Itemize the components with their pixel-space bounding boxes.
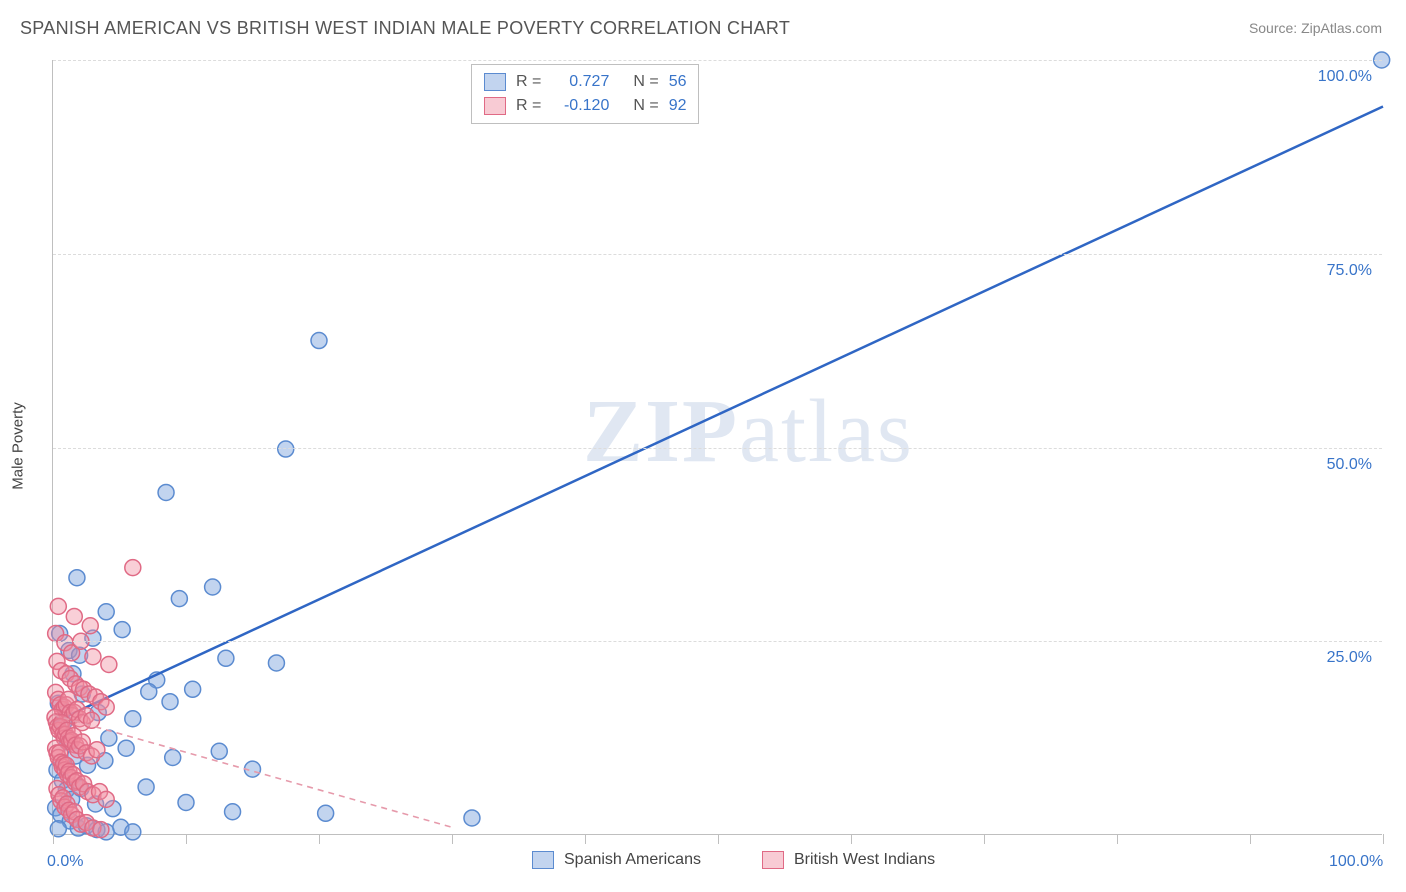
- stats-legend: R = 0.727 N = 56 R = -0.120 N = 92: [471, 64, 699, 124]
- data-point: [98, 699, 114, 715]
- x-tick: [585, 834, 586, 844]
- data-point: [125, 560, 141, 576]
- x-tick: [53, 834, 54, 844]
- series-legend-item: British West Indians: [762, 851, 935, 869]
- data-point: [84, 712, 100, 728]
- data-point: [101, 730, 117, 746]
- data-point: [89, 742, 105, 758]
- data-point: [98, 791, 114, 807]
- n-label: N =: [633, 70, 658, 94]
- x-tick: [452, 834, 453, 844]
- data-point: [141, 684, 157, 700]
- x-tick: [186, 834, 187, 844]
- data-point: [93, 822, 109, 838]
- data-point: [101, 657, 117, 673]
- x-tick-label: 0.0%: [47, 853, 83, 871]
- stats-legend-row: R = 0.727 N = 56: [484, 70, 686, 94]
- legend-swatch: [762, 851, 784, 869]
- data-point: [138, 779, 154, 795]
- y-tick-label: 75.0%: [1327, 262, 1372, 280]
- r-value: 0.727: [551, 70, 609, 94]
- gridline: [53, 60, 1382, 61]
- data-point: [171, 591, 187, 607]
- x-tick: [851, 834, 852, 844]
- x-tick: [1117, 834, 1118, 844]
- data-point: [118, 740, 134, 756]
- gridline: [53, 641, 1382, 642]
- series-legend-label: British West Indians: [794, 851, 935, 869]
- data-point: [162, 694, 178, 710]
- legend-swatch: [484, 73, 506, 91]
- data-point: [69, 570, 85, 586]
- plot-area: ZIPatlas R =0.727N =56R =-0.120N =92 25.…: [52, 60, 1382, 835]
- n-value: 56: [669, 70, 687, 94]
- x-tick: [319, 834, 320, 844]
- legend-swatch: [532, 851, 554, 869]
- data-point: [158, 484, 174, 500]
- x-tick-label: 100.0%: [1329, 853, 1383, 871]
- data-point: [82, 618, 98, 634]
- data-point: [125, 711, 141, 727]
- data-point: [178, 794, 194, 810]
- y-axis-label: Male Poverty: [10, 402, 27, 490]
- y-tick-label: 25.0%: [1327, 649, 1372, 667]
- data-point: [185, 681, 201, 697]
- data-point: [50, 598, 66, 614]
- stats-legend-row: R = -0.120 N = 92: [484, 94, 686, 118]
- n-label: N =: [633, 94, 658, 118]
- data-point: [165, 750, 181, 766]
- data-point: [268, 655, 284, 671]
- r-label: R =: [516, 94, 541, 118]
- n-value: 92: [669, 94, 687, 118]
- data-point: [311, 333, 327, 349]
- data-point: [125, 824, 141, 840]
- data-point: [225, 804, 241, 820]
- chart-title: SPANISH AMERICAN VS BRITISH WEST INDIAN …: [20, 18, 790, 39]
- series-legend-label: Spanish Americans: [564, 851, 701, 869]
- gridline: [53, 448, 1382, 449]
- data-point: [205, 579, 221, 595]
- data-point: [114, 622, 130, 638]
- data-point: [98, 604, 114, 620]
- r-label: R =: [516, 70, 541, 94]
- x-tick: [1250, 834, 1251, 844]
- regression-line: [53, 107, 1383, 723]
- r-value: -0.120: [551, 94, 609, 118]
- data-point: [211, 743, 227, 759]
- x-tick: [1383, 834, 1384, 844]
- gridline: [53, 254, 1382, 255]
- data-point: [318, 805, 334, 821]
- data-point: [464, 810, 480, 826]
- x-tick: [984, 834, 985, 844]
- y-tick-label: 50.0%: [1327, 456, 1372, 474]
- series-legend-item: Spanish Americans: [532, 851, 701, 869]
- data-point: [218, 650, 234, 666]
- y-tick-label: 100.0%: [1318, 68, 1372, 86]
- data-point: [66, 608, 82, 624]
- chart-source: Source: ZipAtlas.com: [1249, 20, 1382, 36]
- legend-swatch: [484, 97, 506, 115]
- data-point: [85, 649, 101, 665]
- x-tick: [718, 834, 719, 844]
- data-point: [278, 441, 294, 457]
